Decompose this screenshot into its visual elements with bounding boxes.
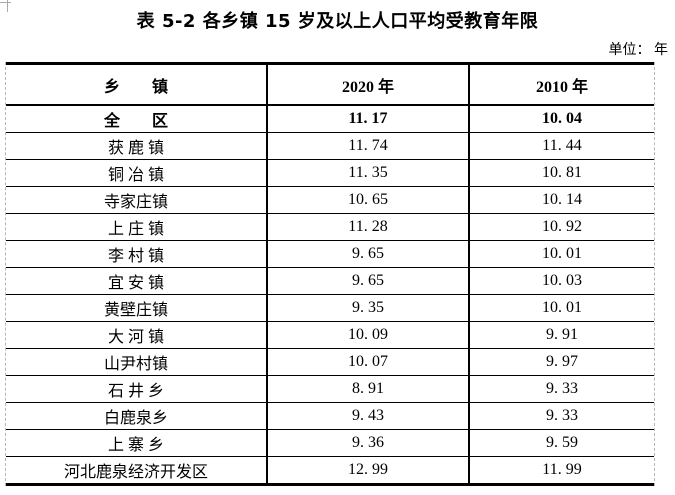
table-row: 河北鹿泉经济开发区 12. 99 11. 99: [6, 456, 654, 485]
header-cell-2010: 2010 年: [468, 63, 654, 106]
cell-2010: 10. 01: [468, 240, 654, 268]
cell-2010: 10. 92: [468, 213, 654, 241]
table-row: 石 井 乡 8. 91 9. 33: [6, 375, 654, 403]
cell-township: 黄壁庄镇: [6, 294, 267, 322]
cell-township: 李 村 镇: [6, 240, 267, 268]
cell-2020: 10. 09: [266, 321, 469, 349]
cell-2020: 9. 36: [266, 429, 469, 457]
table-row: 李 村 镇 9. 65 10. 01: [6, 240, 654, 268]
cell-township: 寺家庄镇: [6, 186, 267, 214]
cell-township: 石 井 乡: [6, 375, 267, 403]
cell-2010: 11. 99: [468, 456, 654, 485]
cell-2010: 9. 59: [468, 429, 654, 457]
cell-2010: 10. 03: [468, 267, 654, 295]
table-row: 寺家庄镇 10. 65 10. 14: [6, 186, 654, 214]
table-row: 获 鹿 镇 11. 74 11. 44: [6, 132, 654, 160]
cell-2020: 10. 07: [266, 348, 469, 376]
cell-2010: 9. 97: [468, 348, 654, 376]
cell-2020: 9. 35: [266, 294, 469, 322]
cell-2010: 10. 14: [468, 186, 654, 214]
cell-2010: 11. 44: [468, 132, 654, 160]
cell-township: 大 河 镇: [6, 321, 267, 349]
cell-2010: 10. 04: [468, 105, 654, 133]
cell-township: 全 区: [6, 105, 267, 133]
cell-township: 上 庄 镇: [6, 213, 267, 241]
cell-2020: 8. 91: [266, 375, 469, 403]
cell-township: 河北鹿泉经济开发区: [63, 464, 208, 481]
table-row: 上 庄 镇 11. 28 10. 92: [6, 213, 654, 241]
cell-township: 山尹村镇: [6, 348, 267, 376]
cell-2010: 10. 81: [468, 159, 654, 187]
gridline-corner-mark-vertical: [7, 0, 8, 12]
cell-2020: 9. 65: [266, 267, 469, 295]
unit-label: 单位： 年: [608, 43, 669, 58]
cell-2020: 9. 65: [266, 240, 469, 268]
education-table-container: 乡 镇 2020 年 2010 年 全 区 11. 17 10. 04 获 鹿 …: [5, 62, 655, 486]
header-cell-township: 乡 镇: [6, 63, 267, 106]
header-cell-2020: 2020 年: [266, 63, 469, 106]
cell-2020: 9. 43: [266, 402, 469, 430]
cell-2020: 11. 28: [266, 213, 469, 241]
cell-township: 白鹿泉乡: [6, 402, 267, 430]
cell-2010: 9. 91: [468, 321, 654, 349]
table-header-row: 乡 镇 2020 年 2010 年: [6, 63, 654, 106]
table-row: 白鹿泉乡 9. 43 9. 33: [6, 402, 654, 430]
education-table: 乡 镇 2020 年 2010 年 全 区 11. 17 10. 04 获 鹿 …: [6, 62, 654, 486]
cell-2010: 9. 33: [468, 402, 654, 430]
cell-2020: 11. 35: [266, 159, 469, 187]
table-row-total: 全 区 11. 17 10. 04: [6, 105, 654, 133]
cell-township: 上 寨 乡: [6, 429, 267, 457]
cell-2010: 10. 01: [468, 294, 654, 322]
cell-township: 铜 冶 镇: [6, 159, 267, 187]
cell-township: 获 鹿 镇: [6, 132, 267, 160]
cell-2020: 12. 99: [266, 456, 469, 485]
cell-township: 宜 安 镇: [6, 267, 267, 295]
cell-2020: 11. 74: [266, 132, 469, 160]
table-row: 上 寨 乡 9. 36 9. 59: [6, 429, 654, 457]
cell-2010: 9. 33: [468, 375, 654, 403]
table-row: 大 河 镇 10. 09 9. 91: [6, 321, 654, 349]
table-row: 黄壁庄镇 9. 35 10. 01: [6, 294, 654, 322]
page-title: 表 5-2 各乡镇 15 岁及以上人口平均受教育年限: [136, 11, 539, 32]
cell-2020: 10. 65: [266, 186, 469, 214]
cell-2020: 11. 17: [266, 105, 469, 133]
table-row: 宜 安 镇 9. 65 10. 03: [6, 267, 654, 295]
gridline-corner-mark-horizontal: [0, 2, 11, 3]
table-row: 山尹村镇 10. 07 9. 97: [6, 348, 654, 376]
table-row: 铜 冶 镇 11. 35 10. 81: [6, 159, 654, 187]
